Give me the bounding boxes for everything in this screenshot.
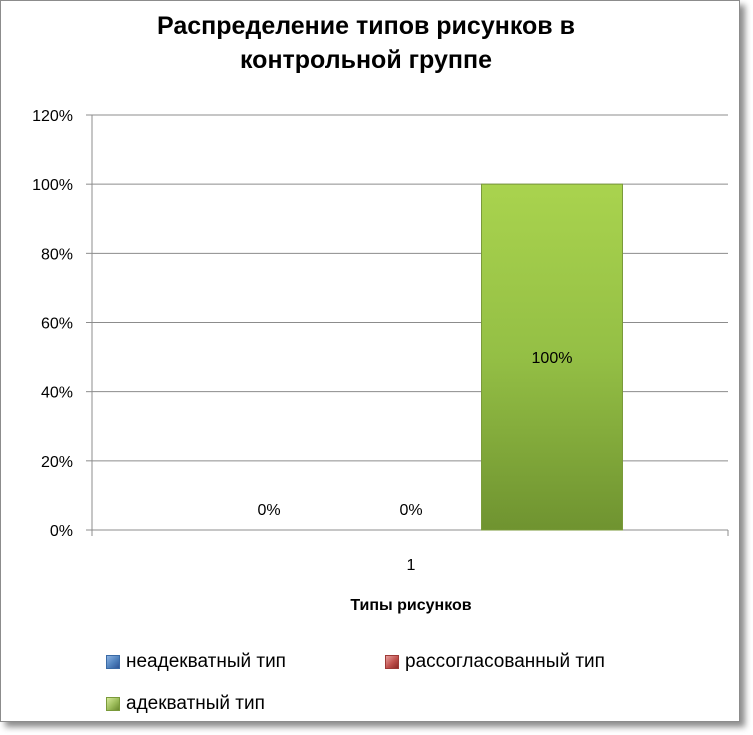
legend-item-adequate: адекватный тип [106,693,265,715]
legend-label-mismatched: рассогласованный тип [405,651,605,672]
legend-item-mismatched: рассогласованный тип [385,651,605,673]
x-tick-label: 1 [407,557,416,574]
bar-adequate [481,183,623,531]
legend-item-inadequate: неадекватный тип [106,651,286,673]
x-axis-title: Типы рисунков [350,597,471,614]
y-tick-label: 40% [41,385,73,402]
legend-swatch-adequate [106,697,120,711]
y-tick-label: 0% [50,523,73,540]
data-label-adequate: 100% [532,350,573,367]
y-tick-label: 100% [32,177,73,194]
chart-frame: Распределение типов рисунков в контрольн… [0,0,740,722]
legend-swatch-inadequate [106,655,120,669]
chart-title-line-2: контрольной группе [239,46,492,74]
chart-plot: 0% 20% 40% 60% 80% 100% 120% 0% 0% 100% 1 Типы рису… [32,108,729,614]
y-tick-label: 80% [41,246,73,263]
data-label-mismatched: 0% [399,502,422,519]
legend-swatch-mismatched [385,655,399,669]
legend-label-adequate: адекватный тип [126,693,265,714]
y-tick-label: 20% [41,454,73,471]
chart-title-line-1: Распределение типов рисунков в [157,12,575,40]
legend-label-inadequate: неадекватный тип [126,651,286,672]
data-label-inadequate: 0% [257,502,280,519]
y-tick-label: 60% [41,316,73,333]
y-tick-label: 120% [32,108,73,125]
